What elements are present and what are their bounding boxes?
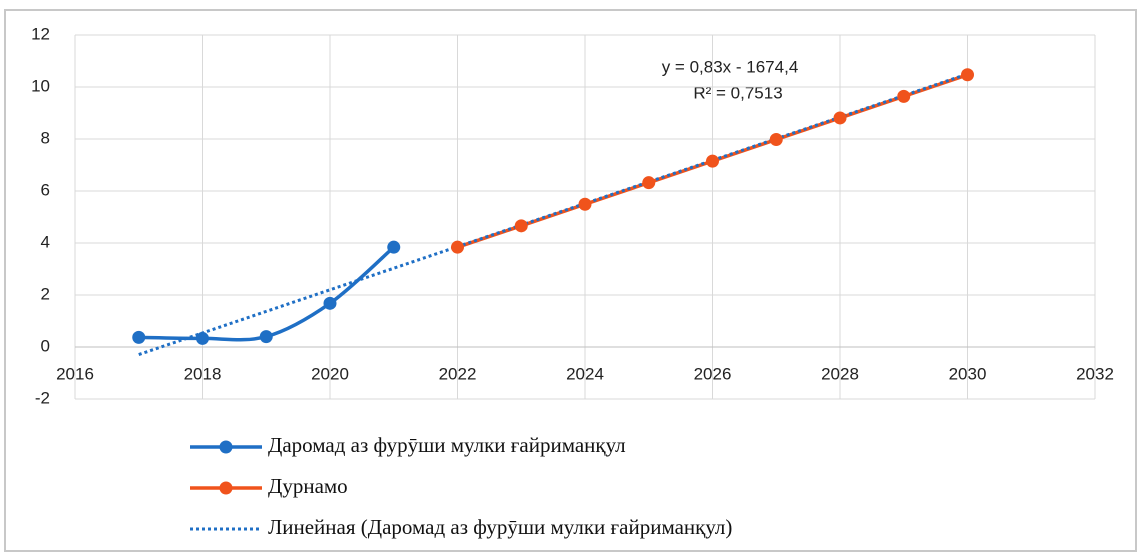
x-tick-label: 2030 [949, 364, 987, 383]
legend-marker [219, 440, 233, 454]
y-tick-label: 2 [41, 284, 50, 303]
r-squared: R² = 0,7513 [693, 83, 782, 102]
x-tick-label: 2028 [821, 364, 859, 383]
trendline [138, 72, 968, 356]
marker [196, 331, 209, 345]
y-tick-label: 4 [41, 232, 50, 251]
x-tick-label: 2026 [694, 364, 732, 383]
legend-label: Дурнамо [268, 474, 348, 498]
y-tick-label: 6 [41, 180, 50, 199]
y-tick-label: 10 [31, 76, 50, 95]
marker [259, 330, 273, 344]
marker [769, 133, 783, 147]
equation: y = 0,83x - 1674,4 [662, 57, 799, 76]
marker [897, 89, 911, 103]
x-tick-label: 2020 [311, 364, 349, 383]
legend-marker [219, 481, 233, 495]
x-tick-label: 2024 [566, 364, 604, 383]
marker [578, 197, 592, 211]
marker [514, 219, 528, 233]
legend-label: Даромад аз фурӯши мулки ғайриманқул [268, 433, 626, 457]
marker [833, 111, 847, 125]
x-tick-label: 2018 [184, 364, 222, 383]
marker [132, 330, 146, 344]
marker [706, 154, 719, 168]
legend-label: Линейная (Даромад аз фурӯши мулки ғайрим… [268, 515, 732, 539]
marker [323, 296, 337, 310]
x-tick-label: 2022 [439, 364, 477, 383]
marker [961, 68, 974, 82]
y-tick-label: 0 [41, 336, 50, 355]
marker [451, 240, 464, 254]
y-tick-label: 8 [41, 128, 50, 147]
chart-frame [4, 9, 1137, 552]
marker [642, 176, 656, 190]
y-tick-label: -2 [35, 388, 50, 407]
x-tick-label: 2032 [1076, 364, 1114, 383]
y-tick-label: 12 [31, 24, 50, 43]
marker [387, 240, 401, 254]
x-tick-label: 2016 [56, 364, 94, 383]
